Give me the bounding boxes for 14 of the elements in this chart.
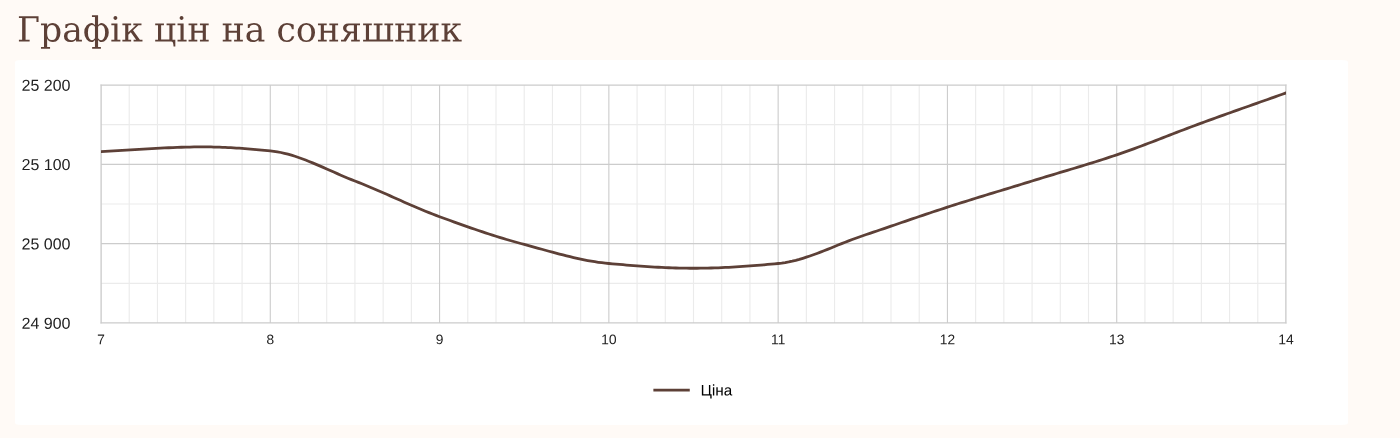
chart-title: Графік цін на соняшник: [18, 15, 462, 49]
x-tick-label: 12: [940, 334, 955, 345]
legend-label: Ціна: [701, 384, 733, 399]
x-tick-label: 7: [97, 334, 105, 345]
x-tick-label: 14: [1279, 334, 1294, 345]
y-tick-label: 24 900: [22, 317, 70, 329]
x-tick-label: 9: [436, 334, 443, 345]
x-tick-label: 8: [267, 334, 274, 345]
y-tick-label: 25 000: [22, 238, 70, 250]
y-tick-label: 25 100: [22, 158, 70, 171]
x-tick-label: 10: [602, 334, 617, 345]
x-tick-label: 11: [771, 334, 785, 345]
x-tick-label: 13: [1110, 334, 1124, 345]
y-tick-label: 25 200: [22, 79, 70, 91]
